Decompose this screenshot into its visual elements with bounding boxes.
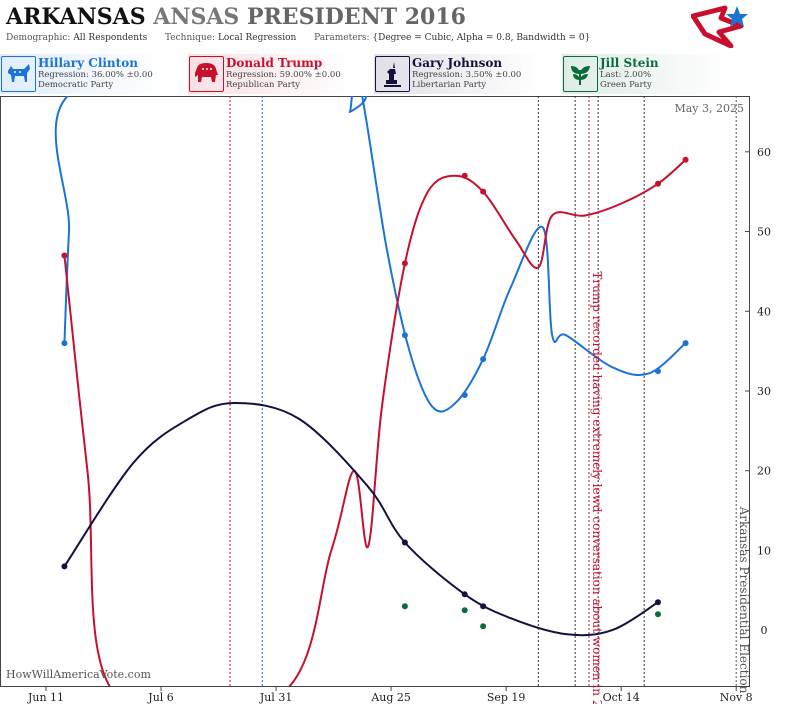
leaf-icon xyxy=(563,56,598,92)
title-state: ARKANSAS xyxy=(6,4,146,30)
candidate-card-johnson: Gary Johnson Regression: 3.50% ±0.00 Lib… xyxy=(374,54,571,94)
header: ARKANSAS ANSAS PRESIDENT 2016 Demographi… xyxy=(0,0,789,50)
data-point-gary-johnson xyxy=(401,539,408,546)
candidate-stat: Regression: 3.50% ±0.00 xyxy=(412,70,522,80)
x-tick-label: Jul 31 xyxy=(259,691,293,704)
technique-label: Technique: xyxy=(165,33,216,43)
watermark: HowWillAmericaVote.com xyxy=(6,668,151,681)
parameters-value: {Degree = Cubic, Alpha = 0.8, Bandwidth … xyxy=(372,33,591,43)
x-tick-label: Jul 6 xyxy=(147,691,174,704)
candidate-party: Republican Party xyxy=(226,80,300,90)
donkey-icon xyxy=(1,56,36,92)
x-tick-label: Jun 11 xyxy=(27,691,64,704)
data-point-donald-trump xyxy=(480,188,487,195)
candidate-legend: Hillary Clinton Regression: 36.00% ±0.00… xyxy=(0,54,789,94)
candidate-name: Gary Johnson xyxy=(412,56,503,70)
data-point-hillary-clinton xyxy=(61,340,68,347)
y-tick-label: 20 xyxy=(757,465,771,478)
data-point-jill-stein xyxy=(401,603,408,610)
candidate-card-stein: Jill Stein Last: 2.00% Green Party xyxy=(562,54,759,94)
site-logo-icon xyxy=(691,5,748,48)
y-tick-label: 0 xyxy=(761,624,768,637)
candidate-stat: Last: 2.00% xyxy=(600,70,652,80)
candidate-stat: Regression: 36.00% ±0.00 xyxy=(38,70,153,80)
liberty-statue-icon xyxy=(375,56,410,92)
annotation-label: Trump recorded having extremely lewd con… xyxy=(590,271,604,704)
data-point-donald-trump xyxy=(61,252,68,259)
elephant-icon xyxy=(189,56,224,92)
candidate-card-trump: Donald Trump Regression: 59.00% ±0.00 Re… xyxy=(188,54,385,94)
candidate-party: Green Party xyxy=(600,80,652,90)
data-point-jill-stein xyxy=(480,623,487,630)
x-tick-label: Sep 19 xyxy=(487,691,526,704)
x-tick-label: Nov 8 xyxy=(720,691,753,704)
title-rest: PRESIDENT 2016 xyxy=(246,4,466,30)
data-point-donald-trump xyxy=(461,172,468,179)
parameters-line: Demographic: All Respondents Technique: … xyxy=(6,33,590,43)
candidate-party: Democratic Party xyxy=(38,80,114,90)
candidate-party: Libertarian Party xyxy=(412,80,487,90)
x-tick-label: Aug 25 xyxy=(370,691,411,704)
candidate-stat: Regression: 59.00% ±0.00 xyxy=(226,70,341,80)
candidate-name: Jill Stein xyxy=(600,56,659,70)
date-label: May 3, 2025 xyxy=(674,102,744,115)
page-title: ARKANSAS ANSAS PRESIDENT 2016 xyxy=(6,4,466,30)
data-point-gary-johnson xyxy=(461,591,468,598)
y-tick-label: 10 xyxy=(757,544,771,557)
series-layer xyxy=(54,96,689,686)
data-point-donald-trump xyxy=(654,180,661,187)
parameters-label: Parameters: xyxy=(314,33,370,43)
demographic-label: Demographic: xyxy=(6,33,71,43)
x-tick-label: Oct 14 xyxy=(603,691,640,704)
data-point-hillary-clinton xyxy=(682,340,689,347)
y-tick-label: 30 xyxy=(757,385,771,398)
candidate-name: Donald Trump xyxy=(226,56,323,70)
demographic-value: All Respondents xyxy=(73,33,148,43)
candidate-card-clinton: Hillary Clinton Regression: 36.00% ±0.00… xyxy=(0,54,197,94)
technique-value: Local Regression xyxy=(217,33,297,43)
data-point-hillary-clinton xyxy=(654,368,661,375)
data-point-hillary-clinton xyxy=(461,391,468,398)
data-point-jill-stein xyxy=(654,611,661,618)
y-tick-label: 60 xyxy=(757,146,771,159)
data-point-gary-johnson xyxy=(480,603,487,610)
candidate-name: Hillary Clinton xyxy=(38,56,138,70)
poll-chart: 0 10 20 30 40 50 60 Jun 11 Jul 6 Jul 31 Aug 25 Sep … xyxy=(0,96,771,704)
series-line-hillary-clinton xyxy=(54,96,687,413)
data-point-gary-johnson xyxy=(654,599,661,606)
plot-frame xyxy=(0,96,750,687)
y-tick-label: 40 xyxy=(757,305,771,318)
annotation-label: Arkansas Presidential Election xyxy=(737,506,751,694)
series-line-donald-trump xyxy=(63,159,687,686)
y-tick-label: 50 xyxy=(757,226,771,239)
title-ghost: ANSAS xyxy=(153,4,240,30)
data-point-gary-johnson xyxy=(61,563,68,570)
data-point-donald-trump xyxy=(682,156,689,163)
data-point-jill-stein xyxy=(461,607,468,614)
data-point-hillary-clinton xyxy=(480,356,487,363)
series-line-gary-johnson xyxy=(63,401,659,637)
data-point-hillary-clinton xyxy=(401,332,408,339)
data-point-donald-trump xyxy=(401,260,408,267)
